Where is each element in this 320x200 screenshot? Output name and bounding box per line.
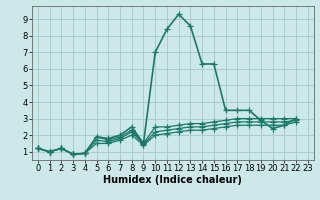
X-axis label: Humidex (Indice chaleur): Humidex (Indice chaleur) bbox=[103, 175, 242, 185]
